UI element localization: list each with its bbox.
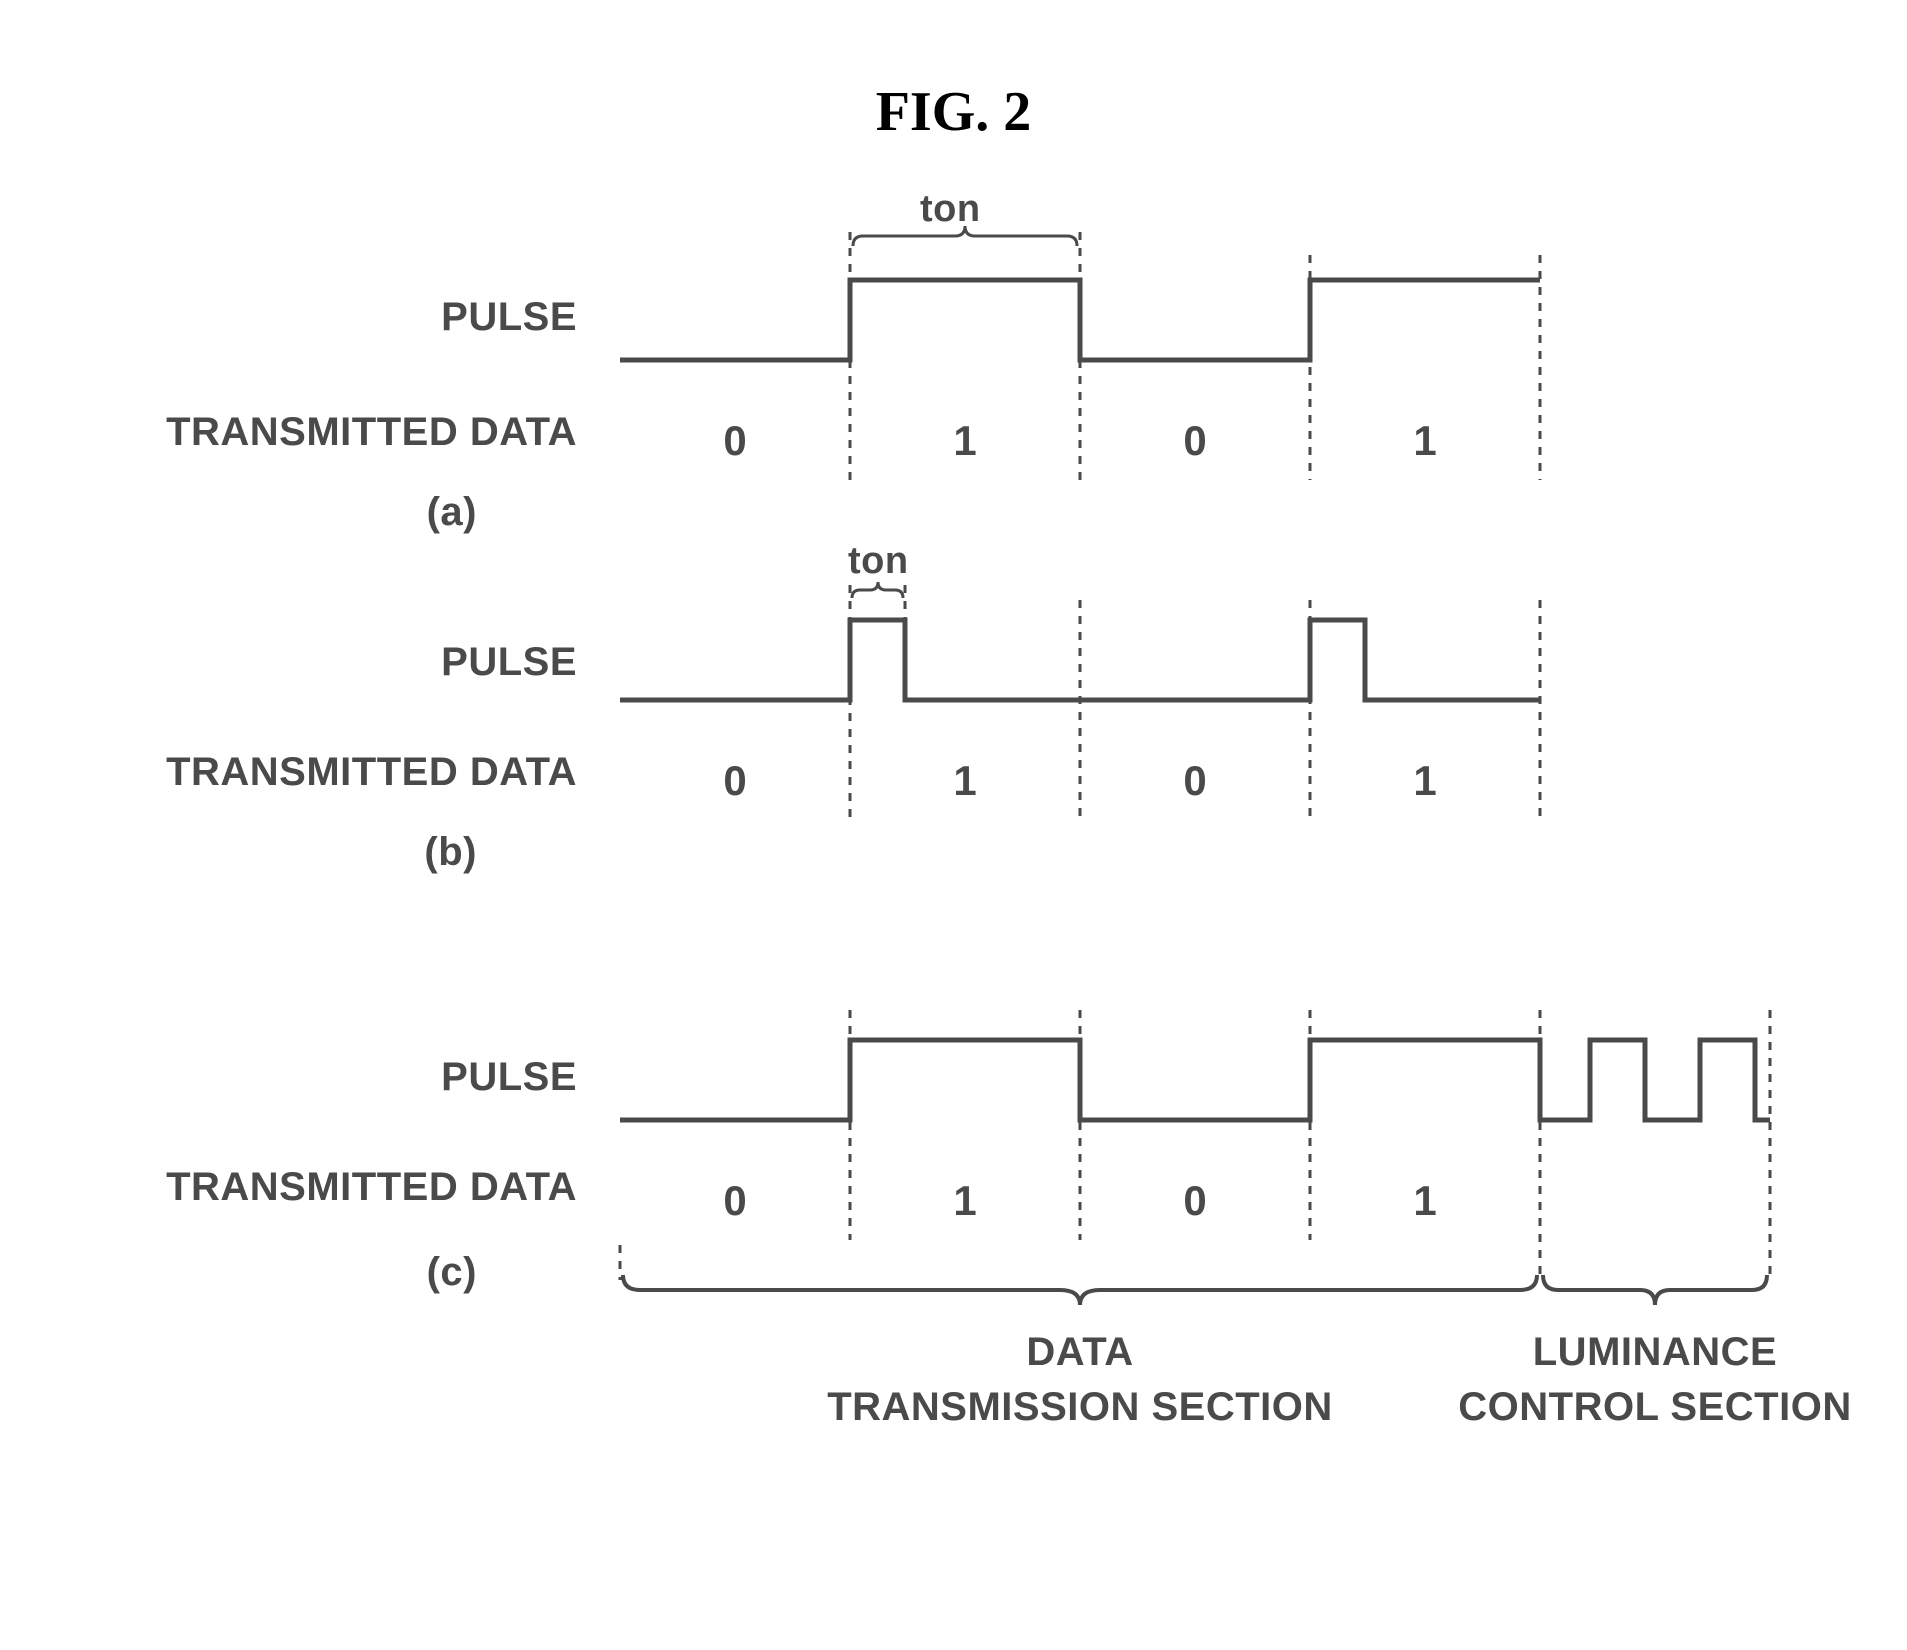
c-data-1: 1	[953, 1177, 976, 1224]
data-section-line1: DATA	[620, 1330, 1540, 1375]
figure-container: FIG. 2 PULSE TRANSMITTED DATA (a) ton 0 …	[0, 0, 1907, 1650]
luminance-section-line2: CONTROL SECTION	[1450, 1385, 1860, 1430]
c-data-0: 0	[723, 1177, 746, 1224]
c-data-2: 0	[1183, 1177, 1206, 1224]
data-section-line2: TRANSMISSION SECTION	[620, 1385, 1540, 1430]
luminance-section-line1: LUMINANCE	[1470, 1330, 1840, 1375]
c-data-3: 1	[1413, 1177, 1436, 1224]
